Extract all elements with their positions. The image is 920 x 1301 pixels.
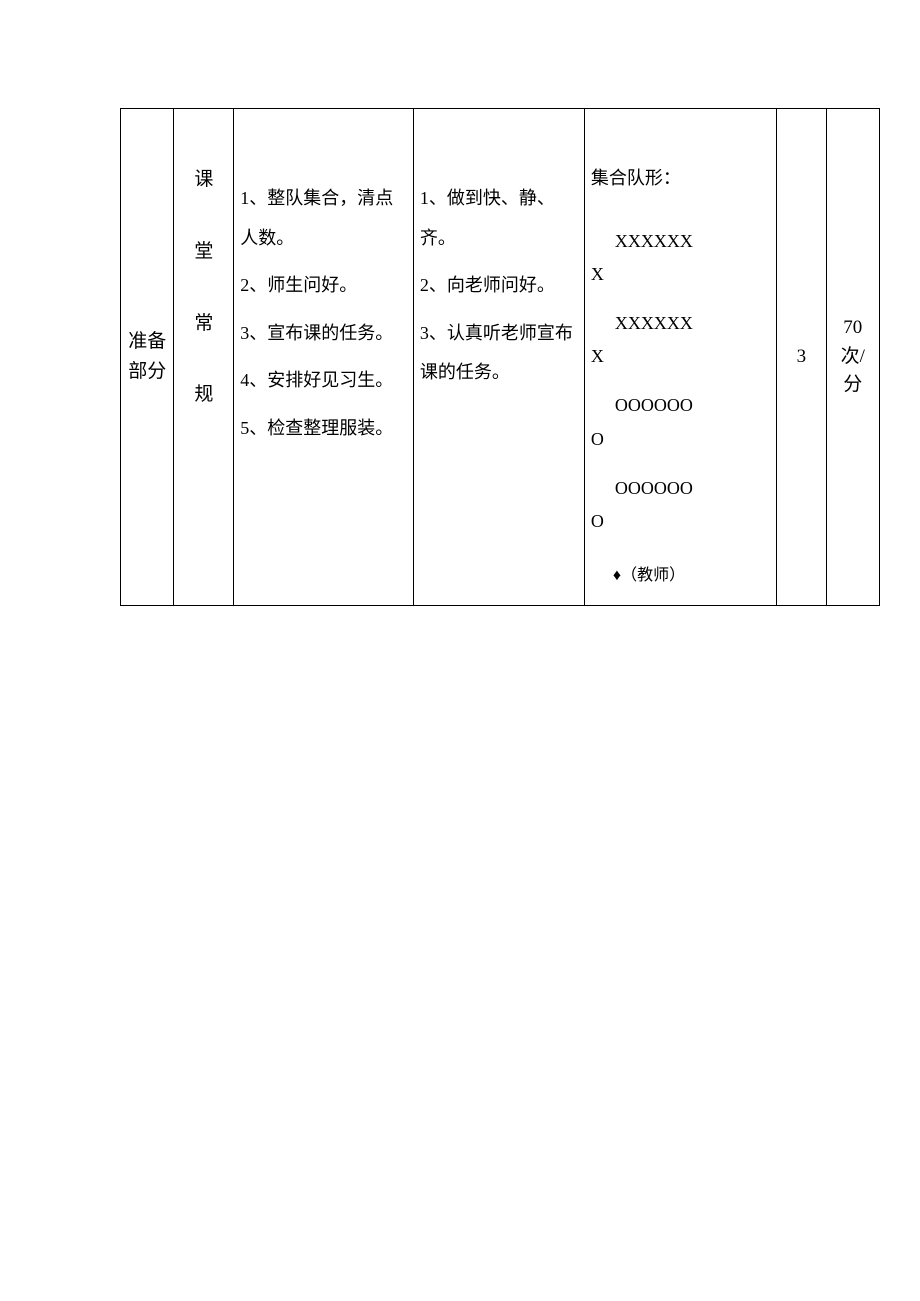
para: 3、认真听老师宣布课的任务。 — [420, 314, 578, 393]
duration-cell: 3 — [777, 109, 826, 606]
table-container: 准备部分 课 堂 常 规 1、整队集合，清点人数。 2、师生问好。 3、宣布课的… — [0, 0, 920, 606]
para: 1、整队集合，清点人数。 — [240, 179, 407, 258]
table-row: 准备部分 课 堂 常 规 1、整队集合，清点人数。 2、师生问好。 3、宣布课的… — [121, 109, 880, 606]
para: 4、安排好见习生。 — [240, 361, 407, 401]
para: 3、宣布课的任务。 — [240, 314, 407, 354]
section-text: 准备部分 — [128, 331, 166, 382]
para: 1、做到快、静、齐。 — [420, 179, 578, 258]
formation-row: X — [591, 262, 770, 287]
rate-cell: 70次/分 — [826, 109, 879, 606]
formation-row: XXXXXX — [591, 311, 770, 336]
para: 2、向老师问好。 — [420, 266, 578, 306]
subtitle-char: 堂 — [194, 231, 213, 273]
duration-value: 3 — [797, 346, 807, 367]
student-activity-cell: 1、做到快、静、齐。 2、向老师问好。 3、认真听老师宣布课的任务。 — [413, 109, 584, 606]
formation-row: OOOOOO — [591, 393, 770, 418]
formation-row: OOOOOO — [591, 476, 770, 501]
teacher-activity-cell: 1、整队集合，清点人数。 2、师生问好。 3、宣布课的任务。 4、安排好见习生。… — [234, 109, 414, 606]
formation-row: O — [591, 509, 770, 534]
section-cell: 准备部分 — [121, 109, 174, 606]
lesson-table: 准备部分 课 堂 常 规 1、整队集合，清点人数。 2、师生问好。 3、宣布课的… — [120, 108, 880, 606]
formation-row: X — [591, 344, 770, 369]
subtitle-cell: 课 堂 常 规 — [174, 109, 234, 606]
subtitle-char: 课 — [194, 159, 213, 201]
formation-label: 集合队形： — [591, 159, 770, 199]
formation-teacher: ♦（教师） — [591, 558, 770, 593]
subtitle-char: 规 — [194, 374, 213, 416]
para: 5、检查整理服装。 — [240, 409, 407, 449]
rate-value: 70次/分 — [841, 317, 865, 395]
subtitle-char: 常 — [194, 303, 213, 345]
formation-row: O — [591, 427, 770, 452]
subtitle-vertical: 课 堂 常 规 — [180, 159, 227, 416]
formation-cell: 集合队形： XXXXXX X XXXXXX X OOOOOO O OOOOOO … — [584, 109, 776, 606]
formation-row: XXXXXX — [591, 229, 770, 254]
para: 2、师生问好。 — [240, 266, 407, 306]
